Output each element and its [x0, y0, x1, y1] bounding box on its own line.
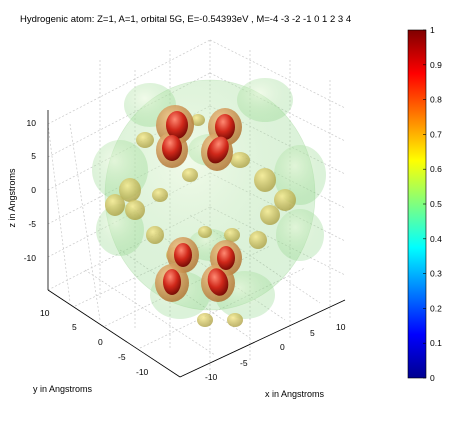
grid-line — [47, 123, 71, 303]
colorbar-tick-label: 0.1 — [430, 338, 442, 348]
yellow-lobe — [119, 178, 141, 202]
yellow-lobe — [125, 200, 145, 220]
x-axis-ticks: -10 -5 0 5 10 — [205, 322, 346, 382]
z-axis-ticks: 10 5 0 -5 -10 — [24, 118, 37, 263]
colorbar-tick-label: 0.5 — [430, 199, 442, 209]
yellow-lobe — [182, 168, 198, 182]
red-lobe — [207, 268, 229, 296]
red-lobe — [162, 135, 182, 161]
red-lobe — [217, 246, 235, 270]
grid-line — [84, 269, 216, 356]
green-lobe — [276, 209, 324, 261]
frame-axes — [47, 110, 346, 378]
x-tick-label: -10 — [205, 372, 218, 382]
red-lobe — [207, 136, 229, 164]
yellow-lobe — [249, 231, 267, 249]
yellow-lobe — [224, 228, 240, 242]
grid-line — [209, 39, 346, 109]
yellow-lobe — [274, 189, 296, 211]
yellow-lobe — [227, 313, 243, 327]
colorbar-ticks: 1 0.9 0.8 0.7 0.6 0.5 0.4 0.3 0.2 0.1 0 — [423, 25, 442, 383]
z-tick-label: -5 — [28, 219, 36, 229]
colorbar-tick-label: 0.7 — [430, 129, 442, 139]
yellow-lobe — [230, 152, 250, 168]
x-tick-label: 10 — [336, 322, 346, 332]
z-tick-label: 10 — [27, 118, 37, 128]
grid-line — [69, 123, 101, 321]
y-tick-label: 0 — [98, 337, 103, 347]
x-tick-label: 0 — [280, 342, 285, 352]
z-tick-label: 0 — [31, 185, 36, 195]
yellow-lobe — [105, 194, 125, 216]
y-tick-label: 10 — [40, 308, 50, 318]
z-axis-label: z in Angstroms — [7, 168, 17, 228]
red-lobe — [166, 111, 188, 139]
y-axis-line — [47, 289, 181, 378]
x-axis-label: x in Angstroms — [265, 389, 325, 399]
yellow-lobe — [197, 313, 213, 327]
colorbar-tick-label: 0.8 — [430, 95, 442, 105]
chart-title: Hydrogenic atom: Z=1, A=1, orbital 5G, E… — [20, 14, 351, 25]
x-axis-line — [179, 299, 346, 378]
yellow-lobe — [152, 188, 168, 202]
red-lobe — [215, 114, 235, 140]
colorbar-tick-label: 0.3 — [430, 269, 442, 279]
yellow-lobe — [198, 226, 212, 238]
yellow-lobe — [146, 226, 164, 244]
yellow-lobe — [254, 168, 276, 192]
grid-line — [47, 39, 211, 125]
red-lobe — [163, 269, 181, 295]
colorbar-tick-label: 0 — [430, 373, 435, 383]
y-tick-label: -10 — [136, 367, 149, 377]
y-tick-label: -5 — [118, 352, 126, 362]
z-tick-label: 5 — [31, 151, 36, 161]
colorbar-tick-label: 0.9 — [430, 60, 442, 70]
colorbar-tick-label: 0.6 — [430, 164, 442, 174]
green-lobe — [237, 78, 293, 122]
x-tick-label: -5 — [240, 358, 248, 368]
colorbar-tick-label: 1 — [430, 25, 435, 35]
red-lobe — [174, 243, 192, 267]
x-tick-label: 5 — [310, 328, 315, 338]
y-axis-label: y in Angstroms — [33, 384, 93, 394]
y-axis-ticks: 10 5 0 -5 -10 — [40, 308, 149, 377]
colorbar-tick-label: 0.4 — [430, 234, 442, 244]
yellow-lobe — [260, 205, 280, 225]
colorbar-tick-label: 0.2 — [430, 303, 442, 313]
isosurface — [92, 78, 326, 327]
y-tick-label: 5 — [72, 322, 77, 332]
colorbar: 1 0.9 0.8 0.7 0.6 0.5 0.4 0.3 0.2 0.1 0 — [407, 25, 442, 383]
yellow-lobe — [136, 132, 154, 148]
yellow-lobe — [191, 114, 205, 126]
z-tick-label: -10 — [24, 253, 37, 263]
